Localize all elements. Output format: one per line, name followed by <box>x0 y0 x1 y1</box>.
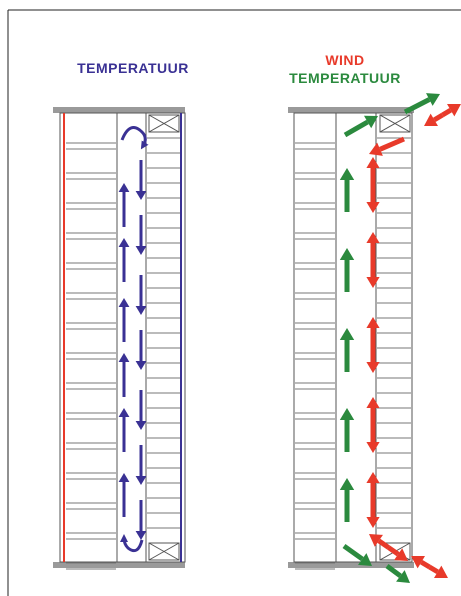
red-wind-arrow <box>366 317 380 373</box>
left-bottom-circulation-curve <box>120 534 144 553</box>
green-up-arrow <box>339 328 355 372</box>
right-title-wind: WIND <box>325 52 365 68</box>
right-title-temperature: TEMPERATUUR <box>289 70 401 86</box>
red-exterior-wind-arrow <box>424 103 461 127</box>
blue-up-arrow <box>118 238 130 282</box>
blue-up-arrow <box>118 353 130 397</box>
green-exit-arrow <box>403 93 440 115</box>
green-up-arrow <box>339 408 355 452</box>
right-floor-lines <box>295 142 335 570</box>
left-building-outline <box>59 112 186 563</box>
blue-down-arrow <box>135 275 147 315</box>
left-roof-vent-icon <box>148 114 180 133</box>
right-temperature-arrows <box>339 93 440 583</box>
right-building <box>288 93 461 583</box>
green-bottom-exit-arrow <box>385 563 410 583</box>
blue-down-arrow <box>135 500 147 540</box>
green-up-arrow <box>339 168 355 212</box>
left-bottom-vent-icon <box>148 542 180 561</box>
green-bottom-arrow <box>342 543 372 566</box>
left-temperature-arrows <box>118 160 147 540</box>
right-floor-slab <box>288 562 414 568</box>
left-floor-slab <box>53 562 185 568</box>
blue-down-arrow <box>135 330 147 370</box>
right-roof-vent-icon <box>379 114 411 133</box>
left-stair-lines <box>147 137 180 529</box>
blue-up-arrow <box>118 473 130 517</box>
red-wind-arrow <box>366 472 380 528</box>
green-roof-arrow <box>343 115 378 138</box>
blue-up-arrow <box>118 298 130 342</box>
red-wind-arrow <box>366 397 380 453</box>
blue-down-arrow <box>135 445 147 485</box>
blue-up-arrow <box>118 183 130 227</box>
blue-down-arrow <box>135 390 147 430</box>
left-roof-slab <box>53 107 185 113</box>
green-up-arrow <box>339 478 355 522</box>
right-roof-slab <box>288 107 414 113</box>
left-title: TEMPERATUUR <box>77 60 189 76</box>
red-wind-arrow <box>366 232 380 288</box>
left-building <box>53 107 186 570</box>
red-wind-arrow <box>366 157 380 213</box>
blue-down-arrow <box>135 215 147 255</box>
right-wind-arrows <box>366 103 461 579</box>
red-bottom-wind-arrow <box>369 534 408 561</box>
red-roof-arrow <box>369 136 405 156</box>
right-building-outline <box>293 112 413 563</box>
blue-up-arrow <box>118 408 130 452</box>
green-up-arrow <box>339 248 355 292</box>
left-floor-lines <box>66 142 116 570</box>
red-exterior-bottom-wind-arrow <box>411 555 448 579</box>
left-top-circulation-curve <box>120 126 149 150</box>
right-stair-lines <box>377 137 411 529</box>
blue-down-arrow <box>135 160 147 200</box>
